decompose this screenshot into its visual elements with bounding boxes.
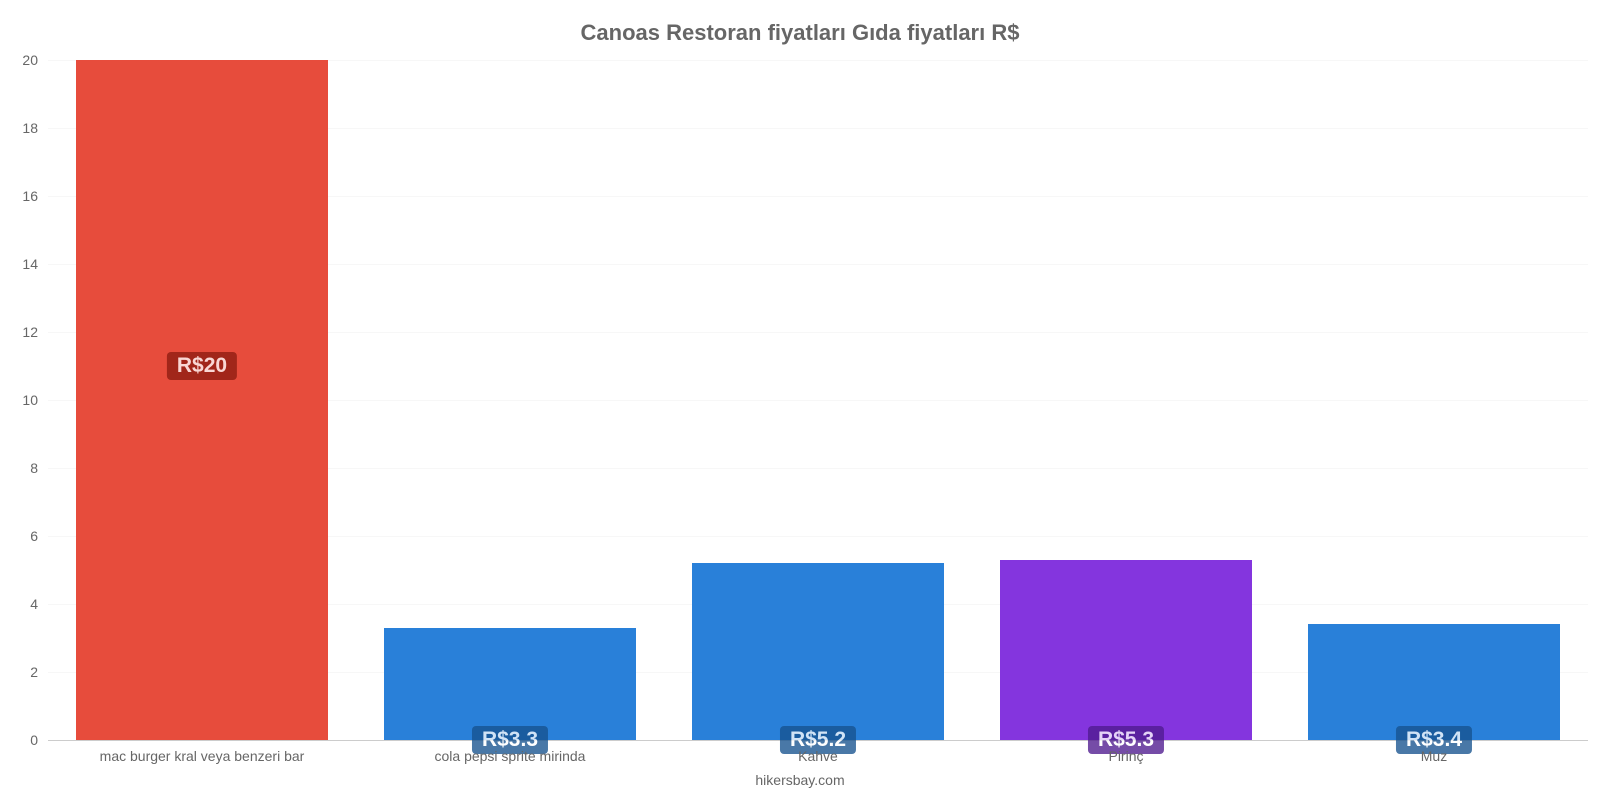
y-tick-label: 16 bbox=[22, 188, 38, 204]
bar bbox=[1308, 624, 1561, 740]
bar bbox=[384, 628, 637, 740]
bar bbox=[692, 563, 945, 740]
chart-container: Canoas Restoran fiyatları Gıda fiyatları… bbox=[0, 0, 1600, 800]
y-tick-label: 0 bbox=[30, 732, 38, 748]
y-tick-label: 18 bbox=[22, 120, 38, 136]
y-tick-label: 6 bbox=[30, 528, 38, 544]
y-tick-label: 8 bbox=[30, 460, 38, 476]
y-tick-label: 14 bbox=[22, 256, 38, 272]
bar bbox=[76, 60, 329, 740]
value-badge: R$20 bbox=[167, 352, 237, 380]
y-tick-label: 20 bbox=[22, 52, 38, 68]
x-tick-label: Muz bbox=[1421, 748, 1447, 764]
bar-slot: R$5.2Kahve bbox=[692, 60, 945, 740]
plot-area: 02468101214161820R$20mac burger kral vey… bbox=[48, 60, 1588, 740]
chart-title: Canoas Restoran fiyatları Gıda fiyatları… bbox=[0, 20, 1600, 46]
x-tick-label: cola pepsi sprite mirinda bbox=[435, 748, 586, 764]
y-tick-label: 12 bbox=[22, 324, 38, 340]
bar-slot: R$5.3Pirinç bbox=[1000, 60, 1253, 740]
bar bbox=[1000, 560, 1253, 740]
chart-footer: hikersbay.com bbox=[0, 772, 1600, 788]
y-tick-label: 2 bbox=[30, 664, 38, 680]
bar-slot: R$3.3cola pepsi sprite mirinda bbox=[384, 60, 637, 740]
x-tick-label: mac burger kral veya benzeri bar bbox=[100, 748, 305, 764]
bar-slot: R$20mac burger kral veya benzeri bar bbox=[76, 60, 329, 740]
y-tick-label: 4 bbox=[30, 596, 38, 612]
x-tick-label: Pirinç bbox=[1108, 748, 1143, 764]
bar-slot: R$3.4Muz bbox=[1308, 60, 1561, 740]
y-tick-label: 10 bbox=[22, 392, 38, 408]
x-tick-label: Kahve bbox=[798, 748, 838, 764]
